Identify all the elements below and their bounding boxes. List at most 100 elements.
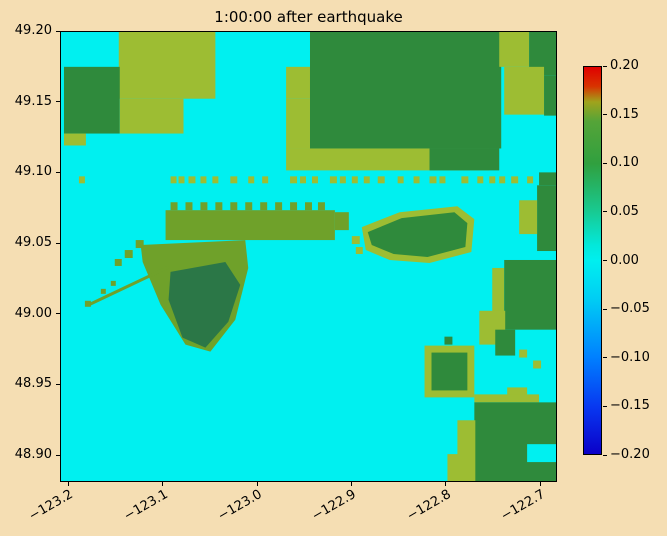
y-tick-label: 48.95	[14, 376, 52, 392]
map-region	[185, 202, 193, 211]
map-region	[135, 240, 144, 249]
map-region	[539, 172, 556, 186]
map-region	[429, 176, 437, 184]
map-region	[413, 176, 420, 184]
map-region	[439, 176, 446, 184]
map-region	[311, 176, 318, 184]
x-tick-label: −123.0	[215, 487, 265, 525]
colorbar-tick-label: −0.20	[610, 447, 650, 462]
y-tick-label: 49.15	[14, 93, 52, 109]
map-region	[499, 176, 506, 184]
map-region	[188, 176, 196, 184]
y-tick-mark	[56, 313, 60, 315]
map-region	[377, 176, 385, 184]
colorbar-tick-label: 0.15	[610, 106, 639, 122]
map-region	[262, 176, 269, 184]
map-region	[507, 387, 528, 400]
colorbar-tick-label: −0.05	[610, 301, 650, 317]
map-region	[527, 444, 556, 463]
y-tick-mark	[56, 30, 60, 32]
map-region	[334, 212, 349, 231]
map-region	[110, 280, 116, 286]
x-tick-label: −122.7	[498, 487, 548, 525]
x-tick-mark	[256, 482, 258, 486]
map-region	[100, 288, 106, 294]
map-region	[170, 176, 177, 184]
map-region	[429, 148, 500, 171]
map-region	[165, 210, 335, 241]
map-region	[492, 267, 505, 322]
map-region	[118, 32, 216, 99]
x-tick-mark	[67, 482, 69, 486]
map-region	[88, 265, 170, 307]
y-tick-mark	[56, 101, 60, 103]
map-region	[527, 176, 534, 184]
x-tick-label: −123.2	[26, 487, 76, 525]
y-tick-mark	[56, 383, 60, 385]
map-region	[178, 176, 185, 184]
map-region	[317, 202, 325, 211]
map-region	[444, 336, 453, 345]
map-region	[124, 250, 133, 258]
map-region	[351, 176, 358, 184]
x-tick-mark	[350, 482, 352, 486]
map-region	[84, 300, 91, 307]
x-tick-label: −123.1	[121, 487, 171, 525]
y-tick-mark	[56, 171, 60, 173]
map-region	[519, 200, 538, 235]
colorbar-tick-mark	[603, 162, 607, 164]
colorbar-tick-mark	[603, 405, 607, 407]
map-region	[200, 176, 207, 184]
map-region	[215, 202, 223, 211]
colorbar-tick-mark	[603, 308, 607, 310]
plot-area	[60, 31, 557, 482]
map-region	[114, 258, 122, 266]
map-region	[351, 236, 360, 245]
colorbar-tick-mark	[603, 454, 607, 456]
map-region	[457, 420, 476, 481]
map-region	[245, 202, 253, 211]
map-region	[504, 66, 545, 115]
colorbar-tick-label: −0.10	[610, 349, 650, 365]
map-region	[290, 176, 298, 184]
map-region	[248, 176, 255, 184]
colorbar-tick-label: 0.00	[610, 252, 639, 268]
map-region	[339, 176, 346, 184]
colorbar-gradient	[584, 67, 601, 454]
map-region	[519, 349, 528, 358]
map-region	[170, 202, 178, 211]
map-region	[397, 176, 404, 184]
map-region	[286, 66, 310, 99]
map-region	[544, 75, 556, 116]
y-tick-label: 48.90	[14, 447, 52, 463]
map-region	[504, 259, 556, 330]
chart-title: 1:00:00 after earthquake	[214, 8, 403, 26]
map-region	[260, 202, 268, 211]
map-region	[499, 32, 530, 67]
map-region	[431, 352, 468, 391]
y-tick-label: 49.05	[14, 235, 52, 251]
map-region	[461, 176, 469, 184]
map-region	[537, 185, 556, 252]
map-region	[329, 176, 337, 184]
y-tick-label: 49.00	[14, 305, 52, 321]
colorbar-tick-mark	[603, 211, 607, 213]
map-region	[230, 176, 238, 184]
x-tick-mark	[162, 482, 164, 486]
colorbar-tick-mark	[603, 114, 607, 116]
x-tick-label: −122.9	[309, 487, 359, 525]
map-region	[300, 176, 307, 184]
map-region	[447, 454, 460, 481]
map-region	[275, 202, 283, 211]
colorbar-tick-label: 0.05	[610, 203, 639, 219]
map-region	[477, 176, 484, 184]
map-svg	[61, 32, 556, 481]
map-region	[119, 98, 184, 134]
map-region	[495, 329, 516, 356]
map-region	[63, 133, 86, 146]
map-region	[474, 402, 556, 481]
y-tick-label: 49.20	[14, 23, 52, 38]
x-tick-mark	[445, 482, 447, 486]
map-region	[474, 394, 540, 403]
